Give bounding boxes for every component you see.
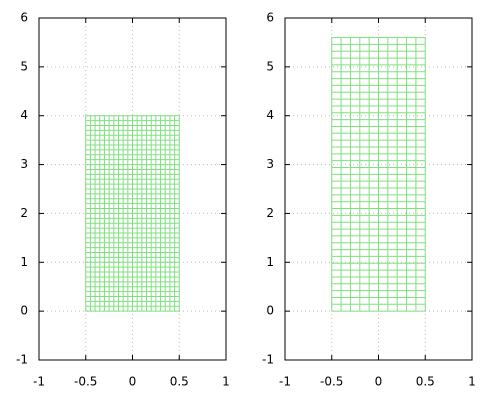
- x-tick-label: 0.5: [170, 375, 189, 389]
- y-tick-label: 6: [20, 11, 28, 25]
- mesh-outline: [85, 115, 180, 312]
- x-tick-label: 0: [129, 375, 137, 389]
- y-tick-label: 2: [20, 206, 28, 220]
- y-tick-label: 1: [20, 255, 28, 269]
- y-tick-label: 0: [20, 304, 28, 318]
- y-tick-label: 6: [266, 11, 274, 25]
- y-tick-label: -1: [16, 353, 28, 367]
- y-tick-label: 5: [20, 59, 28, 73]
- y-tick-label: 1: [266, 255, 274, 269]
- x-tick-label: 0.5: [416, 375, 435, 389]
- y-tick-label: 0: [266, 304, 274, 318]
- plot-frame: [38, 17, 227, 361]
- y-tick-label: -1: [262, 353, 274, 367]
- y-tick-label: 3: [266, 157, 274, 171]
- y-tick-label: 2: [266, 206, 274, 220]
- plot-frame: [284, 17, 473, 361]
- y-tick-label: 3: [20, 157, 28, 171]
- y-tick-label: 4: [20, 108, 28, 122]
- x-tick-label: -0.5: [320, 375, 343, 389]
- x-tick-label: -1: [279, 375, 291, 389]
- x-tick-label: 0: [375, 375, 383, 389]
- y-tick-label: 5: [266, 59, 274, 73]
- x-tick-label: 1: [468, 375, 476, 389]
- mesh-outline: [331, 37, 426, 312]
- x-tick-label: -1: [33, 375, 45, 389]
- y-tick-label: 4: [266, 108, 274, 122]
- x-tick-label: -0.5: [74, 375, 97, 389]
- x-tick-label: 1: [222, 375, 230, 389]
